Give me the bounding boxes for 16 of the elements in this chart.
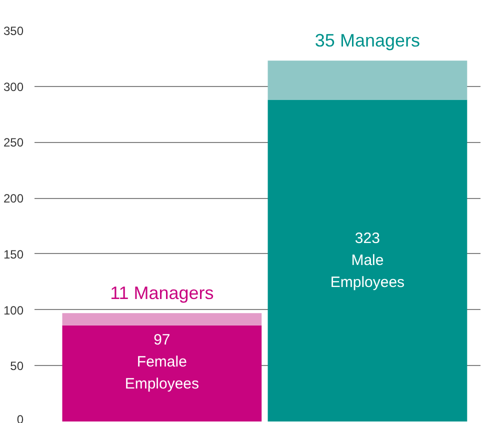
y-tick-label: 250	[3, 136, 24, 150]
y-tick-label: 200	[3, 192, 24, 206]
y-tick-label: 300	[3, 80, 24, 94]
x-tick-label: Male Employees	[330, 252, 405, 292]
y-tick-label: 50	[10, 359, 24, 374]
y-tick-label: 350	[3, 24, 24, 38]
bar	[62, 325, 262, 422]
total-label: 97	[154, 331, 170, 348]
total-label: 323	[354, 230, 380, 248]
bar	[62, 313, 262, 326]
y-tick-label: 150	[3, 247, 24, 262]
bar	[268, 60, 468, 100]
data-label: 35 Managers	[314, 30, 420, 51]
data-label: 11 Managers	[110, 283, 214, 304]
x-tick-label: Female Employees	[124, 353, 200, 393]
y-tick-label: 100	[3, 303, 24, 318]
